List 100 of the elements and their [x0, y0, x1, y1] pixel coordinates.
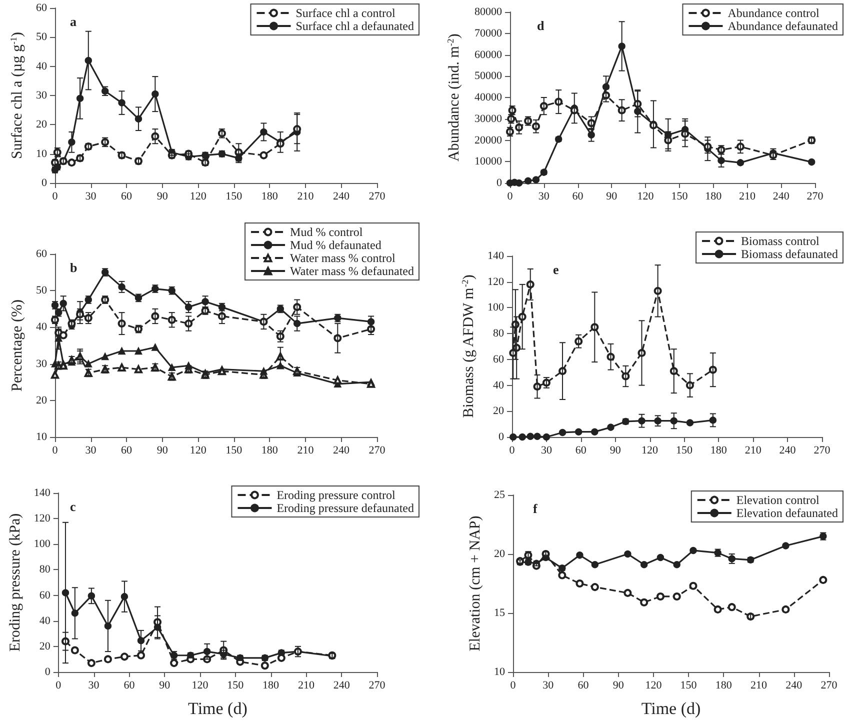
y-tick-label: 120	[34, 512, 51, 525]
y-tick-label: 60	[36, 2, 48, 14]
x-tick-label: 0	[510, 680, 516, 692]
x-tick-label: 0	[52, 444, 58, 456]
legend-label: Biomass control	[741, 234, 820, 248]
y-tick-label: 50000	[474, 70, 502, 82]
legend-label: Abundance defaunated	[728, 19, 838, 33]
legend-label: Water mass % defaunated	[290, 264, 414, 278]
x-tick-label: 270	[368, 680, 386, 692]
x-tick-label: 180	[710, 444, 728, 456]
x-tick-label: 210	[738, 190, 756, 202]
y-axis-title: Percentage (%)	[10, 299, 26, 392]
x-tick-label: 0	[507, 190, 514, 202]
x-tick-label: 180	[715, 680, 732, 692]
legend-label: Biomass defaunated	[741, 247, 838, 261]
y-axis-title: Surface chl a (µg g-1)	[8, 32, 26, 159]
legend-label: Mud % defaunated	[290, 238, 382, 252]
text: d	[537, 18, 545, 33]
x-tick-label: 90	[606, 190, 618, 202]
x-tick-label: 240	[786, 680, 803, 692]
x-tick-label: 150	[227, 680, 244, 692]
x-tick-label: 0	[56, 680, 62, 692]
legend-label: Elevation control	[736, 493, 820, 507]
chart-title: f	[533, 501, 538, 516]
y-tick-label: 20	[39, 640, 51, 652]
x-tick-label: 120	[645, 680, 662, 692]
y-tick-label: 20000	[474, 134, 502, 146]
y-axis-title: Biomass (g AFDW m-2)	[460, 274, 478, 418]
y-tick-label: 40000	[474, 92, 502, 104]
x-tick-label: 150	[671, 190, 688, 202]
x-tick-label: 240	[772, 190, 790, 202]
x-axis-title: Time (d)	[188, 699, 248, 718]
legend-label: Surface chl a defaunated	[296, 19, 414, 33]
legend-label: Elevation defaunated	[736, 506, 838, 520]
y-tick-label: 80	[39, 564, 51, 576]
x-tick-label: 90	[159, 680, 171, 692]
y-tick-label: 40	[39, 614, 51, 627]
x-tick-label: 270	[806, 190, 824, 202]
y-tick-label: 10	[36, 431, 48, 443]
y-tick-label: 40	[36, 321, 48, 334]
x-tick-label: 90	[156, 444, 168, 456]
y-tick-label: 120	[488, 276, 504, 288]
y-axis-title: Elevation (cm + NAP)	[468, 516, 484, 652]
x-tick-label: 150	[676, 444, 693, 456]
y-tick-label: 30	[36, 90, 48, 102]
y-tick-label: 0	[498, 431, 504, 443]
y-tick-label: 60	[36, 248, 48, 260]
x-tick-label: 60	[575, 444, 587, 456]
y-tick-label: 140	[34, 487, 51, 499]
y-tick-label: 0	[44, 666, 51, 678]
legend-label: Surface chl a control	[296, 6, 396, 20]
x-tick-label: 0	[52, 190, 58, 202]
y-tick-label: 25	[494, 489, 506, 501]
text: a	[70, 14, 77, 29]
y-tick-label: 80000	[474, 6, 502, 18]
x-tick-label: 120	[192, 680, 209, 692]
y-tick-label: 20	[36, 118, 48, 131]
y-tick-label: 50	[36, 284, 48, 297]
legend-label: Abundance control	[728, 6, 820, 20]
x-tick-label: 240	[332, 444, 350, 456]
x-tick-label: 270	[368, 444, 386, 456]
y-tick-label: 10	[494, 666, 506, 678]
x-tick-label: 90	[610, 444, 622, 456]
x-tick-label: 240	[333, 680, 350, 692]
x-tick-label: 0	[509, 444, 516, 456]
text: b	[70, 260, 78, 275]
x-tick-label: 210	[298, 680, 315, 692]
y-tick-label: 20	[36, 394, 48, 406]
y-tick-label: 10	[36, 148, 48, 160]
x-tick-label: 120	[190, 444, 207, 456]
x-tick-label: 30	[540, 444, 552, 456]
x-tick-label: 240	[779, 444, 796, 456]
x-tick-label: 60	[572, 190, 584, 202]
x-tick-label: 60	[121, 190, 133, 202]
x-tick-label: 90	[156, 190, 168, 202]
x-tick-label: 270	[820, 680, 838, 692]
y-tick-label: 30	[36, 358, 48, 370]
x-tick-label: 60	[578, 680, 590, 692]
x-tick-label: 30	[85, 190, 97, 202]
x-tick-label: 180	[261, 190, 278, 202]
y-tick-label: 50	[36, 31, 48, 44]
x-tick-label: 150	[226, 190, 243, 202]
x-tick-label: 30	[88, 680, 100, 692]
x-tick-label: 210	[297, 444, 314, 456]
text: c	[70, 499, 76, 514]
y-axis-title: Eroding pressure (kPa)	[8, 513, 24, 652]
x-tick-label: 120	[637, 190, 654, 202]
y-tick-label: 100	[488, 302, 504, 314]
y-tick-label: 0	[496, 177, 502, 189]
x-tick-label: 270	[368, 190, 386, 202]
x-tick-label: 120	[190, 190, 207, 202]
y-tick-label: 60000	[474, 48, 502, 61]
x-tick-label: 30	[85, 444, 97, 456]
x-tick-label: 210	[744, 444, 762, 456]
x-tick-label: 150	[226, 444, 243, 456]
y-tick-label: 30000	[474, 112, 502, 125]
legend-label: Mud % control	[290, 225, 364, 239]
x-tick-label: 270	[814, 444, 831, 456]
y-tick-label: 140	[488, 250, 504, 262]
y-tick-label: 20	[493, 405, 504, 418]
